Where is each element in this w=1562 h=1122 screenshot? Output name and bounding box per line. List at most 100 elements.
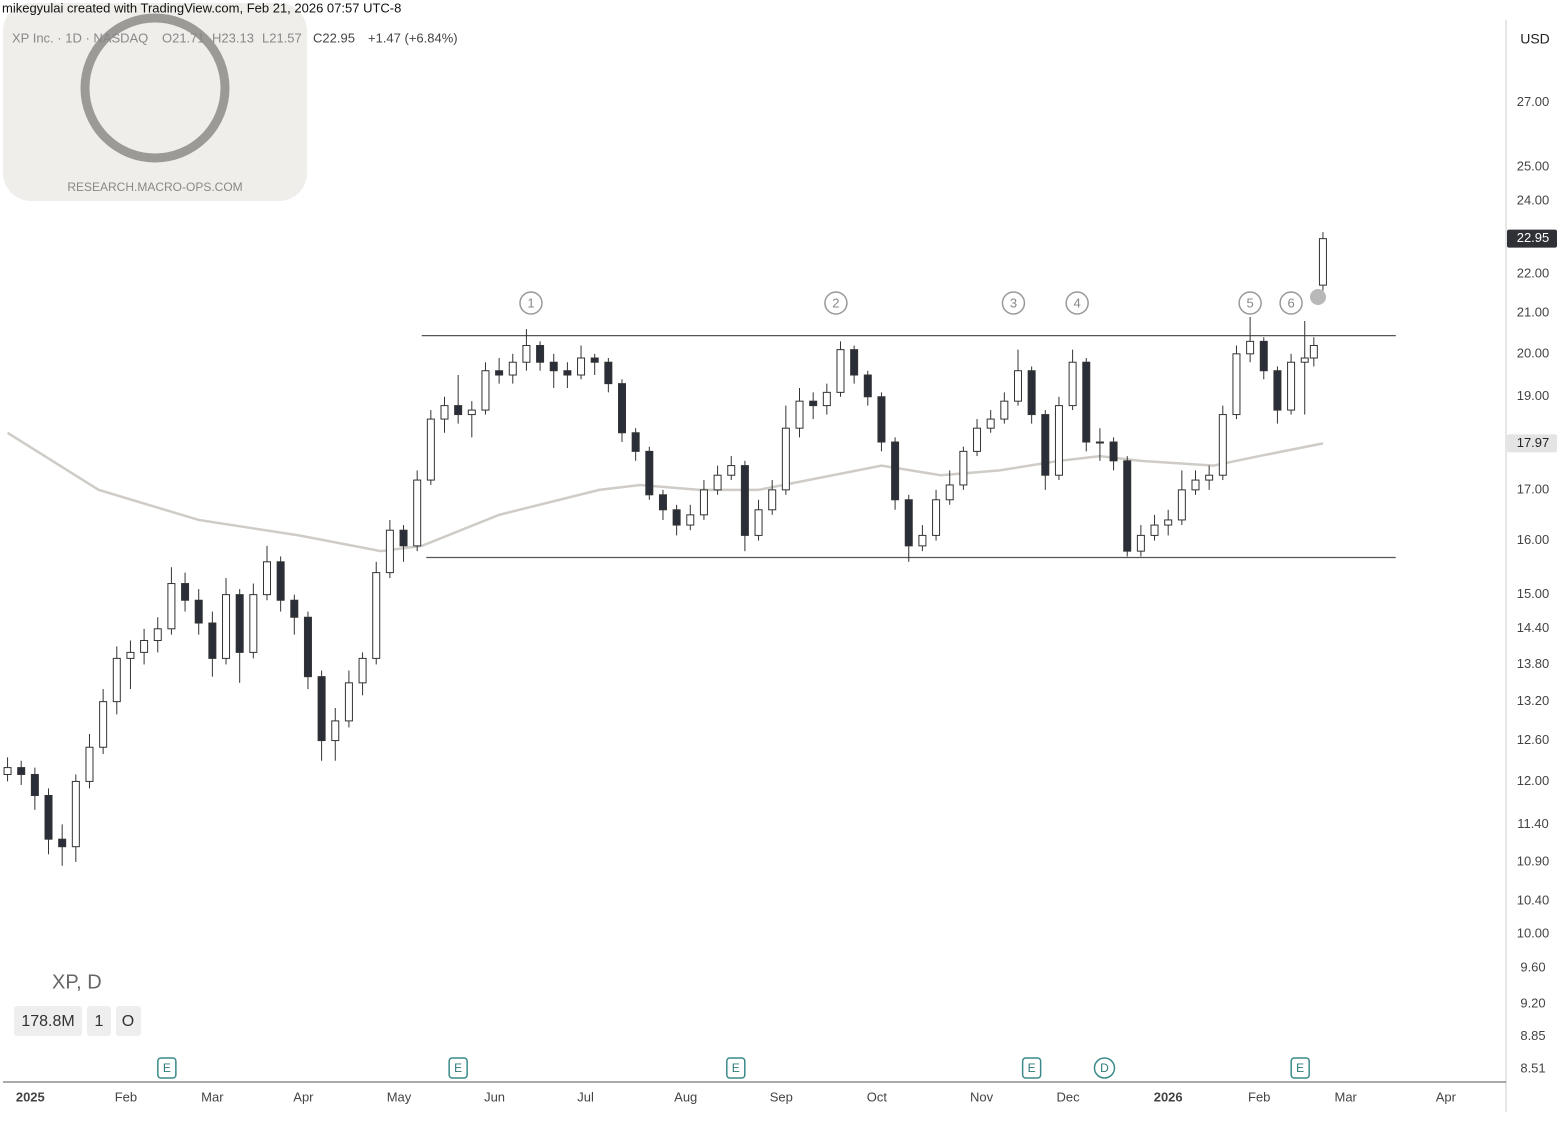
candle-body [1318,238,1327,286]
y-tick-label: 16.00 [1517,532,1550,547]
event-marker [1021,1057,1042,1079]
candle-body [850,349,859,376]
y-tick-label: 8.51 [1520,1061,1545,1076]
change: +1.47 (+6.84%) [368,30,458,45]
moving-average [6,431,1324,553]
x-tick-label: Feb [115,1089,137,1104]
candle-body [303,616,312,678]
candle-body [30,773,39,797]
candle-body [413,479,422,547]
y-tick-label: 24.00 [1517,193,1550,208]
candle-body [249,594,258,653]
candle-body [181,583,190,601]
candle-body [932,499,941,536]
candle-body [1205,474,1214,481]
candle-body [590,357,599,363]
logo-text: RESEARCH.MACRO-OPS.COM [67,180,242,194]
candle-body [781,427,790,491]
candle-body [167,583,176,630]
y-tick-label: 12.60 [1517,732,1550,747]
y-tick-label: 17.00 [1517,481,1550,496]
y-tick-label: 20.00 [1517,345,1550,360]
candle-body [522,344,531,363]
candle-body [1054,405,1063,476]
candle-body [1218,414,1227,476]
ohlc-low: L21.57 [262,30,302,45]
alert-dot [1310,289,1326,305]
annotation-label: 6 [1287,295,1294,310]
candle-body [208,622,217,659]
candle-body [194,599,203,624]
x-tick-label: 2025 [16,1089,45,1104]
candle-body [577,357,586,376]
candle-body [959,450,968,486]
candle-body [276,561,285,601]
candle-body [58,838,67,848]
candle-body [508,361,517,376]
candle-body [290,599,299,618]
y-tick-label: 15.00 [1517,586,1550,601]
candle-body [1109,441,1118,462]
x-tick-label: Jul [577,1089,594,1104]
candle-body [1082,361,1091,443]
candle-body [112,657,121,703]
y-tick-label: 10.40 [1517,893,1550,908]
ohlc-open: O21.71 [162,30,205,45]
y-tick-label: 14.40 [1517,620,1550,635]
candle-body [822,391,831,407]
y-tick-label: 10.00 [1517,925,1550,940]
candle-body [99,701,108,748]
candle-body [153,628,162,642]
event-label: E [454,1061,462,1075]
event-marker [1290,1057,1310,1079]
annotation-label: 2 [832,295,839,310]
symbol: XP Inc. · 1D · NASDAQ [12,30,148,45]
y-tick-label: 12.00 [1517,773,1550,788]
candle-body [699,489,708,516]
candle-body [1013,370,1022,402]
button-label[interactable]: O [122,1013,134,1030]
x-tick-label: Apr [1436,1089,1457,1104]
candle-body [440,405,449,420]
candle-body [645,450,654,496]
last-price-tag [1507,229,1557,248]
x-tick-label: Sep [770,1089,793,1104]
x-tick-label: Aug [674,1089,697,1104]
button[interactable] [116,1006,141,1036]
candle-body [768,489,777,511]
candle-body [222,594,231,659]
candle-body [1027,370,1036,416]
candle-body [549,361,558,372]
button-label[interactable]: 1 [95,1013,104,1030]
candle-body [1273,370,1282,411]
candle-body [863,374,872,398]
candle-body [140,640,149,653]
candle-body [1164,519,1173,526]
candle-body [385,529,394,574]
event-label: E [732,1061,740,1075]
plot-area [3,232,1396,866]
y-tick-label: 13.20 [1517,693,1550,708]
candle-body [1068,361,1077,407]
annotation-label: 5 [1246,295,1253,310]
candle-body [1123,460,1132,552]
annotation-circle [1238,291,1262,315]
y-tick-label: 22.00 [1517,265,1550,280]
candle-body [1232,353,1241,416]
currency[interactable]: USD [1520,31,1550,47]
candle-body [686,514,695,526]
y-tick-label: 19.00 [1517,388,1550,403]
candle-body [1309,344,1318,359]
candle-body [372,572,381,659]
x-tick-label: 2026 [1154,1089,1183,1104]
event-marker [726,1057,746,1079]
candle-body [1259,340,1268,372]
candle-body [262,561,271,596]
candle-body [1136,534,1145,552]
candle-body [454,405,463,416]
last-price-label: 22.95 [1517,230,1550,245]
button[interactable] [87,1006,111,1036]
candle-body [344,682,353,722]
candle-body [71,780,80,848]
